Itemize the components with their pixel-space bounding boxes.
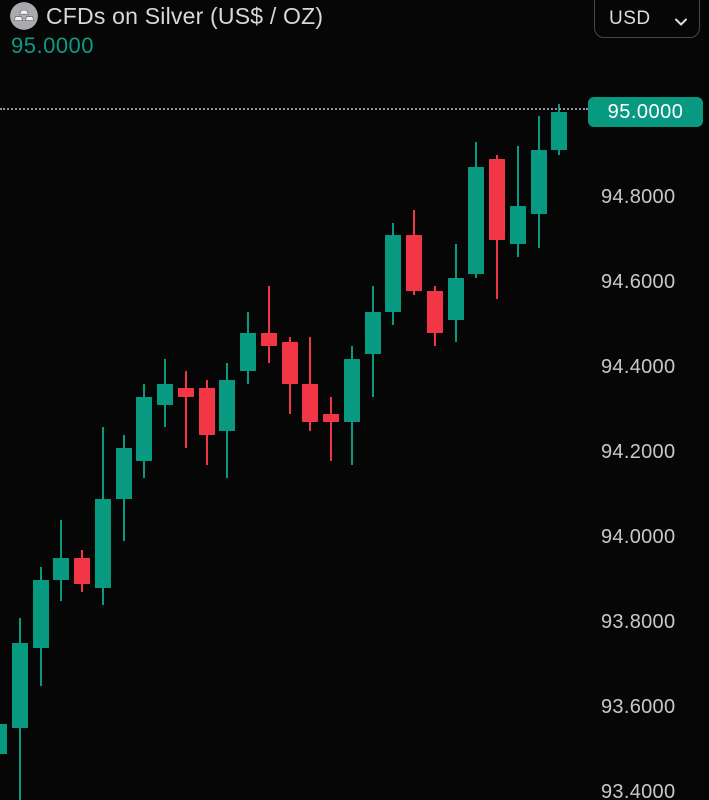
candle-body [260, 333, 277, 346]
candle-body [530, 150, 547, 214]
candle-wick [330, 396, 332, 461]
candle-body [385, 235, 402, 312]
current-price-line [0, 108, 588, 110]
candle-body [32, 579, 49, 648]
candle-body [115, 447, 132, 499]
current-price-badge: 95.0000 [588, 97, 703, 127]
symbol-title: CFDs on Silver (US$ / OZ) [46, 2, 324, 29]
candle-body [136, 396, 153, 461]
candle-body [157, 384, 173, 406]
price-axis-label: 93.6000 [601, 696, 676, 718]
candle-body [509, 205, 526, 244]
candle-body [406, 235, 422, 291]
candle-wick [184, 371, 187, 448]
currency-dropdown-button[interactable]: USD [594, 0, 700, 38]
chart-header: CFDs on Silver (US$ / OZ) 95.0000 USD [0, 0, 709, 62]
currency-dropdown-label: USD [609, 8, 651, 29]
price-axis-label: 94.0000 [601, 526, 676, 548]
price-axis-label: 94.8000 [601, 186, 676, 208]
candle-body [302, 384, 319, 423]
price-axis-label: 94.4000 [601, 356, 676, 378]
candle-body [323, 413, 339, 423]
candle-body [94, 498, 111, 588]
candle-body [281, 341, 298, 384]
candle-body [177, 388, 194, 397]
candle-body [53, 558, 70, 580]
candle-body [74, 558, 90, 584]
symbol-title-row[interactable]: CFDs on Silver (US$ / OZ) [10, 2, 323, 30]
price-axis-label: 93.8000 [601, 611, 676, 633]
candle-wick [516, 146, 519, 257]
price-axis-label: 93.4000 [601, 781, 676, 800]
candle-body [219, 379, 236, 431]
candle-body [426, 290, 443, 333]
candle-body [489, 158, 505, 240]
header-current-price: 95.0000 [11, 33, 95, 58]
candle-body [0, 724, 7, 754]
price-axis-label: 94.6000 [601, 271, 676, 293]
candle-body [364, 311, 381, 355]
candle-body [198, 388, 215, 435]
current-price-badge-value: 95.0000 [607, 100, 684, 123]
silver-ingots-icon [10, 2, 38, 30]
candle-body [343, 358, 360, 423]
price-axis-label: 94.2000 [601, 441, 676, 463]
candle-body [447, 277, 464, 321]
chevron-down-icon [675, 18, 687, 26]
candle-wick [267, 286, 270, 363]
candle-body [468, 167, 485, 274]
candle-body [240, 333, 256, 372]
candle-body [11, 643, 28, 729]
candle-body [551, 112, 568, 151]
